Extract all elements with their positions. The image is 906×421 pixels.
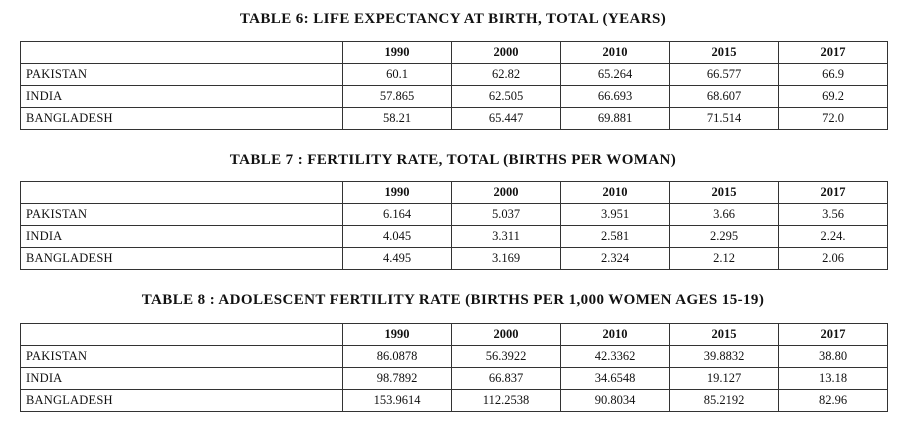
column-header (20, 323, 343, 346)
column-header: 1990 (342, 41, 452, 64)
table-8-title: TABLE 8 : ADOLESCENT FERTILITY RATE (BIR… (141, 292, 765, 308)
table-cell: 2.06 (778, 247, 888, 270)
row-label: PAKISTAN (20, 203, 343, 226)
table-cell: 66.837 (451, 367, 561, 390)
table-cell: 82.96 (778, 389, 888, 412)
table-row: BANGLADESH 153.9614 112.2538 90.8034 85.… (20, 389, 888, 412)
table-cell: 42.3362 (560, 345, 670, 368)
table-cell: 2.24. (778, 225, 888, 248)
table-cell: 85.2192 (669, 389, 779, 412)
table-cell: 58.21 (342, 107, 452, 130)
column-header: 1990 (342, 323, 452, 346)
table-cell: 153.9614 (342, 389, 452, 412)
column-header: 2000 (451, 323, 561, 346)
column-header: 2015 (669, 41, 779, 64)
table-cell: 3.66 (669, 203, 779, 226)
table-cell: 38.80 (778, 345, 888, 368)
column-header (20, 181, 343, 204)
table-cell: 62.82 (451, 63, 561, 86)
table-header-row: 1990 2000 2010 2015 2017 (20, 323, 888, 346)
table-row: BANGLADESH 58.21 65.447 69.881 71.514 72… (20, 107, 888, 130)
table-cell: 2.581 (560, 225, 670, 248)
row-label: BANGLADESH (20, 389, 343, 412)
column-header: 2015 (669, 323, 779, 346)
row-label: PAKISTAN (20, 63, 343, 86)
table-cell: 6.164 (342, 203, 452, 226)
table-cell: 39.8832 (669, 345, 779, 368)
column-header: 2010 (560, 323, 670, 346)
table-row: BANGLADESH 4.495 3.169 2.324 2.12 2.06 (20, 247, 888, 270)
table-cell: 69.881 (560, 107, 670, 130)
table-cell: 66.9 (778, 63, 888, 86)
column-header: 2015 (669, 181, 779, 204)
table-cell: 3.56 (778, 203, 888, 226)
column-header: 2010 (560, 41, 670, 64)
row-label: INDIA (20, 367, 343, 390)
row-label: INDIA (20, 85, 343, 108)
column-header: 2010 (560, 181, 670, 204)
table-cell: 57.865 (342, 85, 452, 108)
table-row: PAKISTAN 60.1 62.82 65.264 66.577 66.9 (20, 63, 888, 86)
column-header: 1990 (342, 181, 452, 204)
table-row: INDIA 4.045 3.311 2.581 2.295 2.24. (20, 225, 888, 248)
column-header: 2000 (451, 181, 561, 204)
column-header (20, 41, 343, 64)
table-7: 1990 2000 2010 2015 2017 PAKISTAN 6.164 … (20, 181, 888, 270)
column-header: 2017 (778, 323, 888, 346)
table-cell: 72.0 (778, 107, 888, 130)
table-cell: 60.1 (342, 63, 452, 86)
column-header: 2017 (778, 41, 888, 64)
table-cell: 19.127 (669, 367, 779, 390)
table-cell: 4.045 (342, 225, 452, 248)
table-cell: 56.3922 (451, 345, 561, 368)
table-header-row: 1990 2000 2010 2015 2017 (20, 181, 888, 204)
table-cell: 62.505 (451, 85, 561, 108)
table-cell: 71.514 (669, 107, 779, 130)
table-cell: 66.577 (669, 63, 779, 86)
table-6-title: TABLE 6: LIFE EXPECTANCY AT BIRTH, TOTAL… (239, 11, 667, 27)
table-cell: 68.607 (669, 85, 779, 108)
row-label: BANGLADESH (20, 107, 343, 130)
table-cell: 3.169 (451, 247, 561, 270)
table-cell: 65.264 (560, 63, 670, 86)
table-cell: 90.8034 (560, 389, 670, 412)
table-cell: 13.18 (778, 367, 888, 390)
table-8: 1990 2000 2010 2015 2017 PAKISTAN 86.087… (20, 323, 888, 412)
table-7-title: TABLE 7 : FERTILITY RATE, TOTAL (BIRTHS … (229, 152, 677, 168)
table-row: INDIA 98.7892 66.837 34.6548 19.127 13.1… (20, 367, 888, 390)
table-row: PAKISTAN 6.164 5.037 3.951 3.66 3.56 (20, 203, 888, 226)
table-header-row: 1990 2000 2010 2015 2017 (20, 41, 888, 64)
table-cell: 69.2 (778, 85, 888, 108)
table-cell: 65.447 (451, 107, 561, 130)
column-header: 2000 (451, 41, 561, 64)
table-cell: 112.2538 (451, 389, 561, 412)
table-cell: 4.495 (342, 247, 452, 270)
table-cell: 66.693 (560, 85, 670, 108)
table-cell: 2.12 (669, 247, 779, 270)
column-header: 2017 (778, 181, 888, 204)
row-label: INDIA (20, 225, 343, 248)
table-cell: 86.0878 (342, 345, 452, 368)
table-cell: 5.037 (451, 203, 561, 226)
table-cell: 3.951 (560, 203, 670, 226)
table-cell: 34.6548 (560, 367, 670, 390)
table-cell: 98.7892 (342, 367, 452, 390)
row-label: BANGLADESH (20, 247, 343, 270)
table-cell: 2.295 (669, 225, 779, 248)
table-6: 1990 2000 2010 2015 2017 PAKISTAN 60.1 6… (20, 41, 888, 130)
table-row: PAKISTAN 86.0878 56.3922 42.3362 39.8832… (20, 345, 888, 368)
table-cell: 2.324 (560, 247, 670, 270)
table-row: INDIA 57.865 62.505 66.693 68.607 69.2 (20, 85, 888, 108)
table-cell: 3.311 (451, 225, 561, 248)
row-label: PAKISTAN (20, 345, 343, 368)
